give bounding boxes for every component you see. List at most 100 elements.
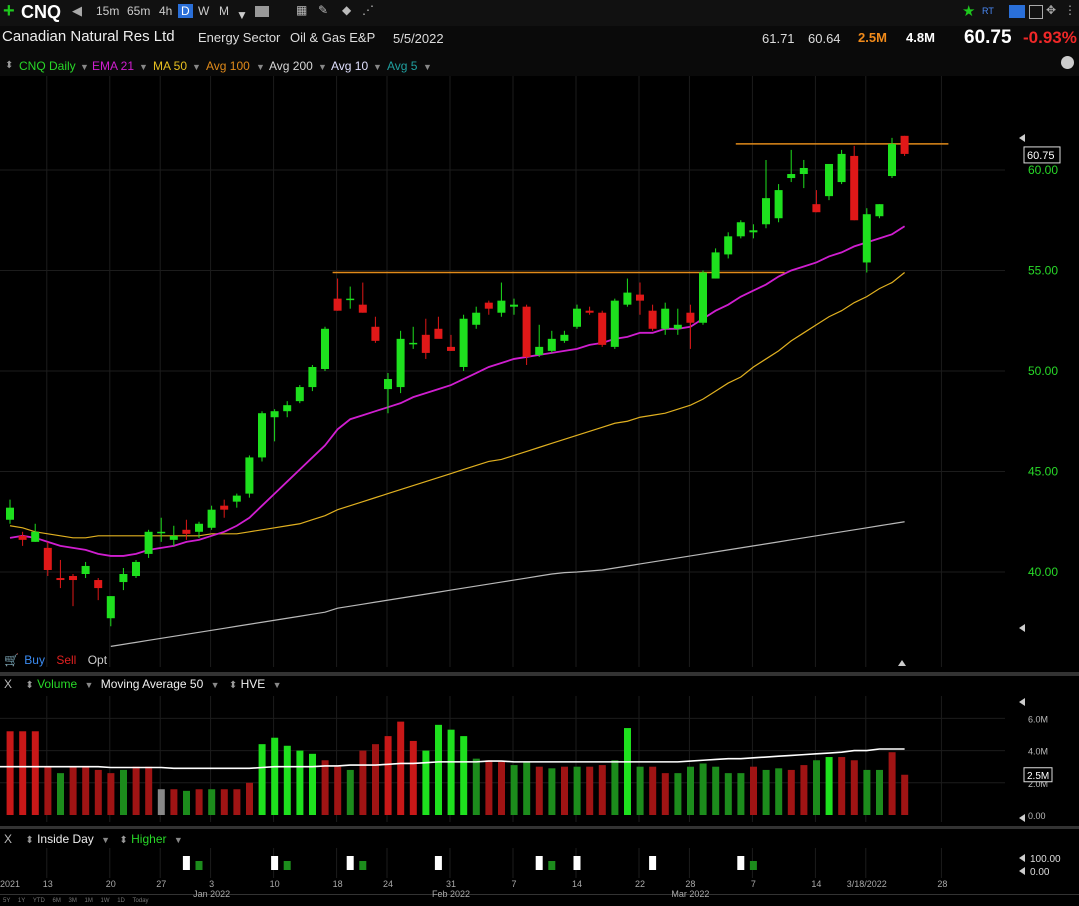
candle-body[interactable] bbox=[598, 312, 607, 345]
cart-icon[interactable]: 🛒 bbox=[4, 653, 19, 667]
buy-button[interactable]: Buy bbox=[24, 653, 45, 667]
candle-body[interactable] bbox=[623, 292, 632, 305]
period-ytd[interactable]: YTD bbox=[32, 898, 45, 904]
sort-icon[interactable]: ⬍ bbox=[228, 680, 238, 691]
candle-body[interactable] bbox=[333, 298, 342, 311]
scroll-arrow-icon[interactable] bbox=[1019, 134, 1025, 142]
candle-body[interactable] bbox=[321, 328, 329, 369]
candle-body[interactable] bbox=[43, 547, 52, 570]
candle-body[interactable] bbox=[396, 338, 405, 388]
candle-body[interactable] bbox=[195, 523, 203, 532]
more-icon[interactable]: ⋮ bbox=[1064, 3, 1076, 17]
candle-body[interactable] bbox=[686, 312, 695, 323]
chevron-down-icon[interactable]: ▼ bbox=[236, 8, 248, 22]
period-5y[interactable]: 5Y bbox=[3, 898, 11, 904]
chevron-down-icon[interactable]: ▼ bbox=[101, 835, 111, 845]
inside-day-label[interactable]: Inside Day bbox=[37, 832, 94, 846]
panel-separator[interactable] bbox=[0, 672, 1079, 676]
s-plus-icon[interactable] bbox=[1009, 5, 1025, 18]
indicator-avg10[interactable]: Avg 10 bbox=[331, 59, 369, 73]
scroll-arrow-icon[interactable] bbox=[1019, 867, 1025, 875]
sort-icon[interactable]: ⬍ bbox=[119, 835, 128, 846]
candle-body[interactable] bbox=[812, 204, 821, 213]
candle-body[interactable] bbox=[762, 198, 770, 225]
candle-body[interactable] bbox=[585, 310, 594, 313]
candle-body[interactable] bbox=[736, 222, 745, 237]
candle-body[interactable] bbox=[787, 174, 796, 179]
chevron-down-icon[interactable]: ▼ bbox=[423, 62, 432, 72]
candle-body[interactable] bbox=[535, 346, 544, 355]
candle-body[interactable] bbox=[497, 300, 506, 313]
candle-body[interactable] bbox=[875, 204, 884, 217]
chevron-down-icon[interactable]: ▼ bbox=[139, 62, 148, 72]
interval-w[interactable]: W bbox=[198, 4, 210, 18]
candle-body[interactable] bbox=[132, 561, 140, 577]
candle-body[interactable] bbox=[434, 328, 443, 339]
candle-body[interactable] bbox=[182, 529, 191, 534]
move-icon[interactable]: ✥ bbox=[1046, 3, 1057, 17]
chevron-down-icon[interactable]: ▼ bbox=[373, 62, 382, 72]
candle-body[interactable] bbox=[799, 167, 808, 175]
candle-body[interactable] bbox=[459, 318, 468, 367]
indicator-ema21[interactable]: EMA 21 bbox=[92, 59, 135, 73]
candle-body[interactable] bbox=[207, 509, 216, 528]
candle-body[interactable] bbox=[119, 574, 128, 583]
candle-body[interactable] bbox=[346, 298, 355, 301]
candle-body[interactable] bbox=[447, 346, 455, 351]
period-6m[interactable]: 6M bbox=[52, 898, 61, 904]
candle-body[interactable] bbox=[308, 366, 317, 388]
candle-body[interactable] bbox=[900, 135, 909, 154]
period-1w[interactable]: 1W bbox=[100, 898, 110, 904]
rt-icon[interactable]: RT bbox=[982, 6, 994, 16]
candle-body[interactable] bbox=[295, 387, 304, 402]
interval-65m[interactable]: 65m bbox=[127, 4, 151, 18]
chevron-down-icon[interactable]: ▼ bbox=[318, 62, 327, 72]
candle-body[interactable] bbox=[283, 405, 292, 412]
candle-body[interactable] bbox=[69, 576, 77, 581]
candle-body[interactable] bbox=[862, 214, 871, 263]
candle-body[interactable] bbox=[573, 308, 581, 327]
close-icon[interactable]: X bbox=[4, 677, 13, 691]
candle-body[interactable] bbox=[144, 531, 153, 554]
opt-button[interactable]: Opt bbox=[87, 653, 108, 667]
candle-body[interactable] bbox=[270, 411, 279, 418]
chevron-down-icon[interactable]: ▼ bbox=[192, 62, 201, 72]
chevron-down-icon[interactable]: ▼ bbox=[210, 680, 220, 690]
industry-label[interactable]: Oil & Gas E&P bbox=[290, 30, 376, 45]
indicator-avg5[interactable]: Avg 5 bbox=[387, 59, 418, 73]
sort-icon[interactable]: ⬍ bbox=[5, 60, 14, 71]
candle-body[interactable] bbox=[371, 326, 380, 341]
candle-body[interactable] bbox=[384, 379, 392, 390]
candle-body[interactable] bbox=[232, 495, 241, 502]
period-1d[interactable]: 1D bbox=[117, 898, 125, 904]
interval-m[interactable]: M bbox=[219, 4, 229, 18]
candle-body[interactable] bbox=[484, 302, 493, 309]
share-icon[interactable]: ⋰ bbox=[362, 3, 374, 17]
candle-body[interactable] bbox=[560, 334, 569, 341]
chevron-down-icon[interactable]: ▼ bbox=[84, 680, 94, 690]
tag-icon[interactable]: ◆ bbox=[342, 3, 352, 17]
candle-body[interactable] bbox=[774, 190, 783, 219]
higher-label[interactable]: Higher bbox=[131, 832, 167, 846]
candle-body[interactable] bbox=[510, 304, 518, 307]
chevron-down-icon[interactable]: ▼ bbox=[272, 680, 282, 690]
candle-body[interactable] bbox=[18, 535, 27, 540]
indicator-ma50[interactable]: MA 50 bbox=[153, 59, 188, 73]
period-1y[interactable]: 1Y bbox=[17, 898, 26, 904]
scroll-arrow-icon[interactable] bbox=[1019, 624, 1025, 632]
candle-body[interactable] bbox=[547, 338, 556, 351]
interval-15m[interactable]: 15m bbox=[96, 4, 120, 18]
close-icon[interactable]: X bbox=[4, 832, 13, 846]
candle-body[interactable] bbox=[81, 565, 90, 575]
window-icon[interactable] bbox=[1029, 5, 1043, 19]
palette-icon[interactable] bbox=[1061, 56, 1074, 69]
period-today[interactable]: Today bbox=[132, 898, 149, 904]
candle-body[interactable] bbox=[157, 531, 166, 534]
candle-body[interactable] bbox=[258, 413, 266, 458]
candle-body[interactable] bbox=[409, 342, 418, 345]
sort-icon[interactable]: ⬍ bbox=[25, 680, 34, 691]
candle-body[interactable] bbox=[673, 324, 682, 329]
scroll-arrow-icon[interactable] bbox=[1019, 698, 1025, 706]
chart-title[interactable]: CNQ Daily bbox=[19, 59, 76, 73]
